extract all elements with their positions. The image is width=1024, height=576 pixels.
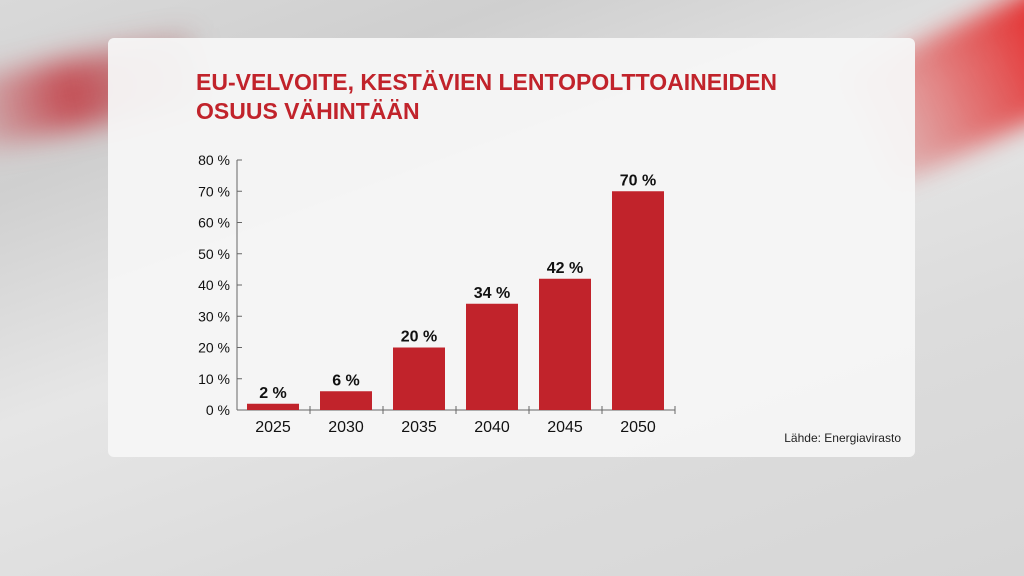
bar-2045 <box>539 278 591 410</box>
title-line-2: OSUUS VÄHINTÄÄN <box>196 98 420 124</box>
x-tick-label: 2035 <box>401 419 437 436</box>
bar-chart: 0 % 10 % 20 % 30 % 40 % 50 % 60 % 70 % 80 % 2 % 20… <box>198 152 676 436</box>
data-label: 2 % <box>259 385 287 402</box>
data-label: 42 % <box>547 260 583 277</box>
chart-title: EU-VELVOITE, KESTÄVIEN LENTOPOLTTOAINEID… <box>196 68 796 126</box>
x-tick-label: 2040 <box>474 419 510 436</box>
x-tick-label: 2050 <box>620 419 656 436</box>
x-tick-label: 2030 <box>328 419 364 436</box>
x-tick-label: 2045 <box>547 419 583 436</box>
bar-2030 <box>320 391 372 410</box>
y-tick-label: 50 % <box>198 246 230 262</box>
bar-2025 <box>247 403 299 410</box>
y-tick-label: 10 % <box>198 371 230 387</box>
chart-card: EU-VELVOITE, KESTÄVIEN LENTOPOLTTOAINEID… <box>108 38 915 457</box>
x-tick-label: 2025 <box>255 419 291 436</box>
title-line-1: EU-VELVOITE, KESTÄVIEN LENTOPOLTTOAINEID… <box>196 69 778 95</box>
data-label: 34 % <box>474 285 510 302</box>
source-note: Lähde: Energiavirasto <box>784 431 901 445</box>
y-tick-label: 80 % <box>198 152 230 168</box>
bar-2035 <box>393 347 445 410</box>
y-tick-label: 20 % <box>198 340 230 356</box>
data-label: 70 % <box>620 172 656 189</box>
y-tick-label: 70 % <box>198 183 230 199</box>
data-label: 6 % <box>332 372 360 389</box>
y-tick-label: 40 % <box>198 277 230 293</box>
bar-2040 <box>466 303 518 410</box>
bar-2050 <box>612 191 664 410</box>
y-tick-label: 30 % <box>198 308 230 324</box>
y-tick-label: 60 % <box>198 215 230 231</box>
data-label: 20 % <box>401 329 437 346</box>
y-tick-label: 0 % <box>206 402 230 418</box>
